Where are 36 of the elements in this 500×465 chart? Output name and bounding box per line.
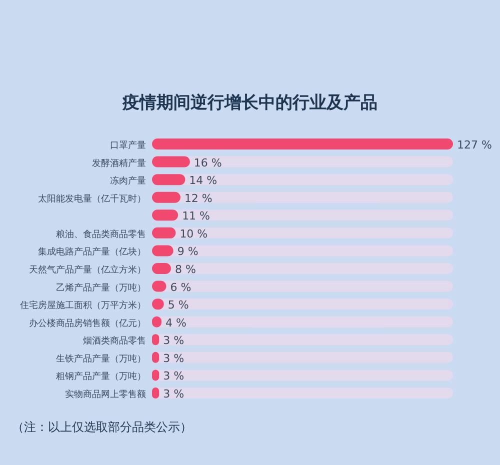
y-tick-label: 太阳能发电量（亿千瓦时） bbox=[38, 193, 146, 204]
y-tick-label: 实物商品网上零售额 bbox=[65, 389, 146, 400]
text: （注：以上仅选取部分品类公示） bbox=[12, 420, 192, 434]
data-label: 14 % bbox=[189, 174, 218, 188]
data-label: 3 % bbox=[163, 334, 184, 348]
y-tick-label: 乙烯产品产量（万吨） bbox=[56, 282, 146, 294]
data-label: 8 % bbox=[174, 263, 196, 276]
data-label: 3 % bbox=[163, 370, 184, 383]
y-tick-label: 生铁产品产量（万吨） bbox=[56, 353, 146, 364]
bar bbox=[152, 192, 180, 203]
data-label: 10 % bbox=[180, 227, 208, 240]
y-tick-label: 粮油、食品类商品零售 bbox=[56, 228, 146, 240]
data-label: 16 % bbox=[194, 156, 222, 170]
data-label: 127 % bbox=[457, 138, 492, 152]
y-tick-label: 粗钢产品产量（万吨） bbox=[56, 371, 146, 382]
bar bbox=[152, 174, 186, 186]
y-tick-label: 口罩产量 bbox=[110, 140, 146, 151]
data-label: 4 % bbox=[165, 316, 186, 330]
y-tick-label: 天然气产品产量（亿立方米） bbox=[29, 264, 146, 276]
bar bbox=[152, 210, 178, 221]
y-tick-label: 住宅房屋施工面积（万平方米） bbox=[20, 300, 146, 312]
bar bbox=[152, 227, 176, 238]
y-tick-label: 集成电路产品产量（亿块） bbox=[38, 246, 146, 258]
y-tick-label: 烟酒类商品零售 bbox=[83, 336, 146, 347]
chart-title: 疫情期间逆行增长中的行业及产品 bbox=[122, 93, 378, 113]
y-tick-label: 发酵酒精产量 bbox=[92, 158, 146, 169]
data-label: 3 % bbox=[163, 388, 184, 400]
y-tick-label: 冻肉产量 bbox=[110, 176, 146, 187]
bar bbox=[152, 156, 190, 168]
data-label: 11 % bbox=[182, 210, 210, 223]
y-tick-label: 办公楼商品房销售额（亿元） bbox=[29, 318, 146, 329]
data-label: 12 % bbox=[184, 192, 212, 205]
data-label: 6 % bbox=[170, 280, 192, 294]
data-label: 5 % bbox=[168, 298, 189, 312]
data-label: 9 % bbox=[177, 245, 198, 258]
data-label: 3 % bbox=[163, 352, 184, 365]
